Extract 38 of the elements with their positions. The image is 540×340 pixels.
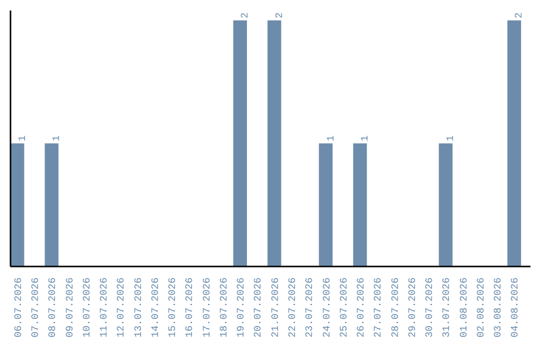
x-tick-label: 07.07.2026: [30, 277, 42, 338]
x-tick-label: 20.07.2026: [254, 277, 265, 338]
x-tick-label: 08.07.2026: [48, 277, 60, 338]
x-tick-label: 21.07.2026: [270, 277, 282, 338]
x-tick-label: 02.08.2026: [476, 277, 488, 338]
x-tick-label: 29.07.2026: [408, 277, 419, 338]
data-label: 2: [274, 12, 286, 18]
x-tick-label: 30.07.2026: [425, 277, 436, 338]
x-tick-label: 31.07.2026: [442, 277, 454, 338]
x-tick-label: 25.07.2026: [339, 277, 350, 338]
x-tick-label: 17.07.2026: [202, 277, 214, 338]
x-tick-label: 15.07.2026: [168, 277, 180, 338]
x-tick-label: 04.08.2026: [510, 277, 522, 338]
x-tick-label: 19.07.2026: [236, 277, 248, 338]
x-tick-label: 10.07.2026: [82, 277, 94, 338]
x-tick-label: 09.07.2026: [65, 277, 76, 338]
data-label: 1: [326, 135, 338, 142]
x-tick-label: 26.07.2026: [356, 277, 368, 338]
data-label: 1: [446, 135, 458, 142]
x-tick-label: 06.07.2026: [14, 277, 25, 338]
x-tick-label: 01.08.2026: [459, 277, 470, 338]
x-tick-label: 18.07.2026: [219, 277, 230, 338]
x-tick-label: 22.07.2026: [288, 277, 299, 338]
x-tick-label: 12.07.2026: [116, 277, 128, 338]
data-label: 1: [18, 135, 29, 142]
x-tick-label: 11.07.2026: [100, 277, 111, 338]
data-label: 1: [52, 135, 64, 142]
x-tick-label: 24.07.2026: [322, 277, 334, 338]
data-label: 1: [360, 135, 372, 142]
x-tick-label: 28.07.2026: [390, 277, 402, 338]
x-tick-label: 13.07.2026: [134, 277, 145, 338]
data-label: 2: [514, 12, 526, 18]
x-tick-label: 27.07.2026: [374, 277, 385, 338]
x-tick-label: 16.07.2026: [185, 277, 196, 338]
x-tick-label: 23.07.2026: [305, 277, 316, 338]
data-label: 2: [240, 12, 252, 18]
x-tick-label: 14.07.2026: [150, 277, 162, 338]
x-tick-label: 03.08.2026: [494, 277, 505, 338]
